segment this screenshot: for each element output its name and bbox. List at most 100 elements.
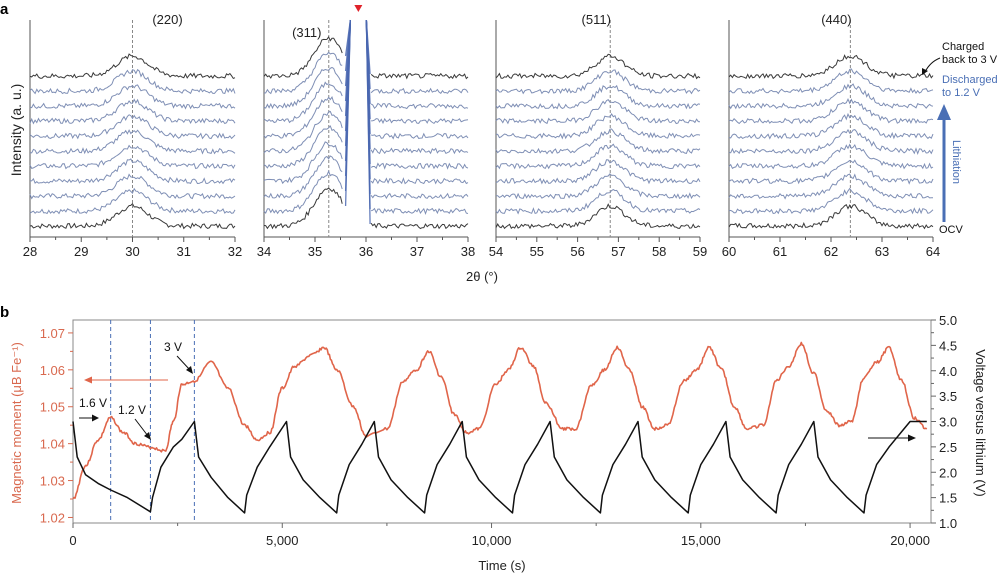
xrd-tick-label: 29 (74, 244, 88, 259)
xrd-trace (728, 83, 934, 110)
xrd-trace (29, 98, 236, 125)
xrd-trace (728, 112, 934, 140)
xrd-tick-label: 37 (410, 244, 424, 259)
xrd-tick-label: 64 (926, 244, 940, 259)
lithiation-arrow-head (937, 104, 951, 120)
annotation-charged-line2: back to 3 V (942, 54, 998, 66)
xrd-trace (29, 129, 236, 155)
xrd-tick-label: 38 (461, 244, 475, 259)
voltage-y-axis-label: Voltage versus lithium (V) (973, 349, 988, 496)
xrd-trace (728, 143, 934, 170)
xrd-tick-label: 58 (652, 244, 666, 259)
xrd-x-axis-label: 2θ (°) (466, 269, 498, 284)
arrow-1-2v (134, 418, 149, 437)
xrd-peak-label-2: (511) (582, 12, 611, 27)
xrd-tick-label: 60 (722, 244, 736, 259)
xrd-trace (495, 84, 701, 110)
left-tick-label: 1.05 (40, 400, 65, 415)
annotation-1-6v: 1.6 V (79, 396, 107, 410)
x-tick-label: 5,000 (266, 533, 299, 548)
xrd-tick-label: 57 (611, 244, 625, 259)
magnetic-y-axis-label: Magnetic moment (μB Fe⁻¹) (9, 342, 24, 504)
xrd-trace (495, 173, 701, 200)
xrd-tick-label: 62 (824, 244, 838, 259)
xrd-subpanel-2: 54 55 56 57 58 59 (511) (489, 12, 707, 259)
left-tick-label: 1.04 (40, 437, 65, 452)
right-tick-label: 4.5 (939, 338, 957, 353)
xrd-trace (263, 66, 469, 110)
charged-arrow (924, 57, 941, 73)
x-tick-label: 20,000 (890, 533, 930, 548)
series-line-magnetic-moment (72, 341, 928, 500)
xrd-trace (263, 141, 469, 185)
left-tick-label: 1.07 (40, 326, 65, 341)
xrd-tick-label: 54 (489, 244, 503, 259)
arrow-1-2v-head (144, 432, 151, 440)
xrd-trace (263, 125, 469, 170)
xrd-tick-label: 32 (228, 244, 242, 259)
panel-label-a: a (0, 1, 9, 18)
xrd-trace (263, 96, 469, 140)
xrd-trace (29, 53, 236, 80)
xrd-subpanel-0: 28 29 30 31 32 (220) (23, 12, 242, 259)
right-tick-label: 2.0 (939, 465, 957, 480)
xrd-trace (29, 187, 236, 215)
xrd-trace (495, 113, 701, 140)
xrd-trace (728, 187, 934, 215)
annotation-discharged-line1: Discharged (942, 74, 998, 86)
substrate-peak-marker-icon (354, 5, 363, 12)
xrd-panel: 28 29 30 31 32 (220) 34 35 36 37 38 (311) 54 55 56 57 58… (23, 5, 940, 259)
xrd-tick-label: 63 (875, 244, 889, 259)
xrd-tick-label: 61 (773, 244, 787, 259)
xrd-trace (263, 51, 469, 95)
xrd-tick-label: 28 (23, 244, 37, 259)
xrd-peak-label-0: (220) (152, 12, 182, 27)
arrow-right-axis-head (908, 434, 916, 442)
annotation-lithiation: Lithiation (950, 140, 962, 184)
xrd-trace (728, 173, 933, 200)
annotation-discharged-line2: to 1.2 V (942, 87, 981, 99)
right-tick-label: 5.0 (939, 313, 957, 328)
x-tick-label: 0 (69, 533, 76, 548)
xrd-trace (29, 202, 236, 230)
annotation-3v: 3 V (164, 340, 182, 354)
panel-label-b: b (0, 304, 9, 321)
xrd-trace (29, 158, 236, 185)
xrd-trace (495, 143, 701, 170)
right-tick-label: 1.0 (939, 516, 957, 531)
xrd-tick-label: 35 (308, 244, 322, 259)
xrd-trace (263, 81, 469, 125)
arrow-1-6v-head (92, 414, 99, 422)
series-line-voltage (72, 420, 927, 514)
time-x-axis-label: Time (s) (478, 558, 525, 573)
xrd-trace (495, 159, 701, 185)
xrd-trace (263, 110, 469, 155)
xrd-trace (495, 99, 701, 125)
xrd-trace (263, 169, 469, 215)
xrd-peak-label-3: (440) (821, 12, 851, 27)
charged-arrow-head (922, 68, 928, 75)
right-tick-label: 3.5 (939, 389, 957, 404)
xrd-trace (495, 189, 701, 215)
xrd-trace (263, 36, 469, 80)
xrd-tick-label: 30 (125, 244, 139, 259)
xrd-trace (495, 128, 701, 155)
xrd-tick-label: 55 (530, 244, 544, 259)
xrd-tick-label: 36 (359, 244, 373, 259)
xrd-trace (728, 128, 934, 155)
plot-frame (72, 319, 932, 524)
xrd-trace (728, 203, 934, 230)
left-tick-label: 1.06 (40, 363, 65, 378)
arrow-3v (176, 355, 191, 371)
xrd-trace (728, 54, 934, 80)
xrd-trace (728, 97, 934, 125)
xrd-peak-label-1: (311) (292, 25, 321, 40)
xrd-trace (29, 84, 236, 110)
xrd-trace (495, 53, 701, 80)
xrd-trace (29, 144, 236, 170)
xrd-trace (495, 203, 701, 230)
xrd-trace (29, 114, 236, 140)
left-tick-label: 1.03 (40, 474, 65, 489)
right-tick-label: 3.0 (939, 415, 957, 430)
xrd-trace (728, 68, 934, 95)
